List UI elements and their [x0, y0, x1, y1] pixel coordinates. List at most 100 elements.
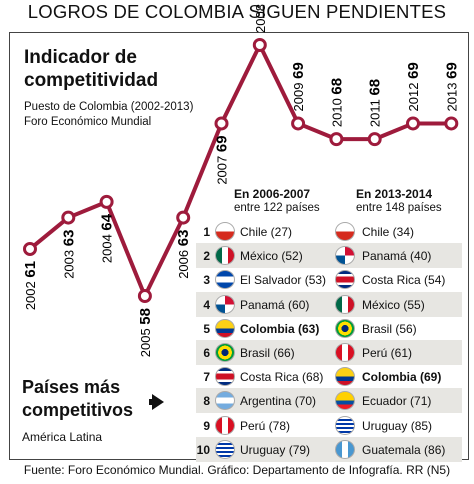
left-country: Uruguay (79)	[240, 442, 311, 457]
left-country: Brasil (66)	[240, 346, 295, 360]
data-point-2009	[291, 116, 306, 131]
left-country: Perú (78)	[240, 418, 291, 433]
data-point-2004	[99, 194, 114, 209]
data-point-2006	[176, 210, 191, 225]
rank-number: 3	[203, 273, 210, 288]
point-label-2007: 2007 69	[214, 135, 231, 184]
left-country: El Salvador (53)	[240, 273, 327, 288]
right-country: Chile (34)	[362, 225, 415, 239]
right-country: México (55)	[362, 297, 425, 312]
arrow-right-icon	[152, 394, 164, 410]
flag-elsalvador-icon	[215, 270, 235, 290]
rank-number: 7	[203, 370, 210, 385]
rank-number: 6	[203, 346, 210, 360]
indicator-title: Indicador de competitividad	[24, 46, 158, 92]
rank-number: 9	[203, 418, 210, 433]
right-header-title: En 2013-2014	[356, 187, 433, 201]
table-row: 8 Argentina (70) Ecuador (71)	[196, 388, 462, 414]
point-label-2005: 2005 58	[137, 308, 154, 357]
right-country: Guatemala (86)	[362, 442, 446, 457]
point-label-2006: 2006 63	[175, 230, 192, 279]
flag-chile-icon	[215, 222, 235, 241]
rank-number: 1	[203, 225, 210, 239]
right-header-sub: entre 148 países	[356, 202, 442, 214]
data-point-2003	[61, 210, 76, 225]
left-country: Colombia (63)	[240, 321, 320, 336]
point-label-2009: 2009 69	[290, 62, 307, 111]
left-country: Panamá (60)	[240, 297, 310, 312]
table-row: 10 Uruguay (79) Guatemala (86)	[196, 436, 462, 462]
right-country: Perú (61)	[362, 346, 413, 360]
indicator-line-2: competitividad	[24, 70, 159, 91]
right-country: Costa Rica (54)	[362, 273, 446, 288]
flag-peru-icon	[335, 343, 355, 362]
table-row: 6 Brasil (66) Perú (61)	[196, 340, 462, 365]
data-point-2005	[137, 289, 152, 303]
countries-title: Países más competitivos	[22, 376, 133, 422]
table-row: 9 Perú (78) Uruguay (85)	[196, 413, 462, 438]
data-point-2011	[367, 132, 382, 147]
flag-brasil-icon	[335, 318, 355, 338]
subtitle-line-1: Puesto de Colombia (2002-2013)	[24, 101, 194, 113]
left-country: Argentina (70)	[240, 394, 317, 409]
point-label-2002: 2002 61	[22, 261, 39, 310]
right-country: Ecuador (71)	[362, 394, 432, 409]
countries-line-2: competitivos	[22, 400, 134, 420]
right-country: Panamá (40)	[362, 249, 432, 264]
indicator-line-1: Indicador de	[24, 47, 137, 68]
flag-peru-icon	[215, 415, 235, 435]
point-label-2013: 2013 69	[443, 62, 460, 111]
right-country: Uruguay (85)	[362, 418, 433, 433]
flag-argentina-icon	[215, 391, 235, 411]
rank-number: 2	[203, 249, 210, 264]
flag-panama-icon	[335, 246, 355, 266]
subtitle-line-2: Foro Económico Mundial	[24, 116, 152, 128]
countries-line-1: Países más	[22, 377, 121, 397]
point-label-2004: 2004 64	[99, 213, 116, 263]
flag-uruguay-icon	[215, 439, 235, 459]
flag-colombia-icon	[215, 318, 235, 338]
flag-costarica-icon	[215, 367, 235, 387]
point-label-2010: 2010 68	[328, 78, 345, 127]
flag-panama-icon	[215, 294, 235, 314]
data-point-2010	[329, 132, 344, 147]
table-row: 5 Colombia (63) Brasil (56)	[196, 316, 462, 341]
table-row: 1 Chile (27) Chile (34)	[196, 219, 462, 244]
table-row: 2 México (52) Panamá (40)	[196, 243, 462, 269]
data-point-2012	[406, 116, 420, 131]
data-point-2008	[252, 38, 267, 52]
right-country: Colombia (69)	[362, 370, 442, 385]
data-point-2007	[214, 116, 229, 131]
left-column-header: En 2006-2007 entre 122 países	[234, 188, 320, 215]
table-row: 7 Costa Rica (68) Colombia (69)	[196, 364, 462, 389]
page-title: LOGROS DE COLOMBIA SIGUEN PENDIENTES	[27, 1, 447, 22]
flag-costarica-icon	[335, 270, 355, 290]
data-point-2002	[23, 241, 37, 256]
left-header-title: En 2006-2007	[234, 187, 311, 201]
left-country: Chile (27)	[240, 225, 293, 239]
flag-mexico-icon	[335, 294, 355, 314]
left-country: México (52)	[240, 249, 303, 264]
rank-number: 5	[203, 321, 210, 336]
rank-number: 8	[203, 394, 210, 409]
flag-brasil-icon	[215, 343, 235, 362]
flag-mexico-icon	[215, 246, 235, 266]
point-label-2003: 2003 63	[60, 230, 77, 279]
table-row: 4 Panamá (60) México (55)	[196, 291, 462, 317]
table-row: 3 El Salvador (53) Costa Rica (54)	[196, 267, 462, 292]
flag-chile-icon	[335, 222, 355, 241]
arrow-bar	[149, 399, 154, 405]
flag-ecuador-icon	[335, 391, 355, 411]
right-country: Brasil (56)	[362, 321, 417, 336]
point-label-2008: 2008 74	[252, 0, 269, 33]
point-label-2011: 2011 68	[367, 79, 384, 127]
right-column-header: En 2013-2014 entre 148 países	[356, 188, 442, 215]
flag-uruguay-icon	[335, 415, 355, 435]
data-point-2013	[444, 116, 459, 131]
chart-subtitle: Puesto de Colombia (2002-2013) Foro Econ…	[24, 100, 193, 130]
region-label: América Latina	[22, 430, 103, 444]
rank-number: 10	[196, 442, 210, 457]
flag-colombia-icon	[335, 367, 355, 387]
source-note: Fuente: Foro Económico Mundial. Gráfico:…	[23, 463, 451, 477]
